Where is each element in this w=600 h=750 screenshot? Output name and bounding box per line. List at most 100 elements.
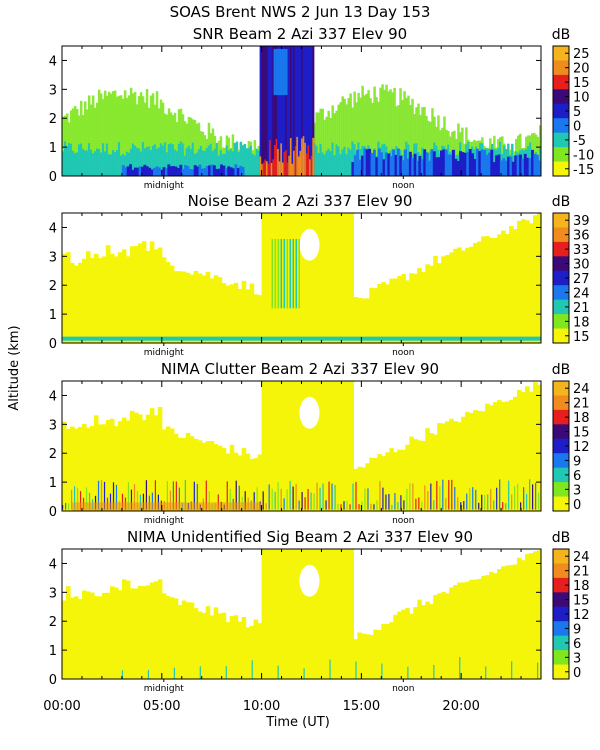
noise-streak bbox=[280, 239, 283, 309]
signal-cell bbox=[169, 597, 175, 679]
signal-cell bbox=[109, 253, 115, 343]
clutter-streak bbox=[523, 487, 525, 510]
signal-cell bbox=[301, 381, 307, 511]
noise-streak bbox=[271, 239, 274, 309]
snr-cell bbox=[169, 143, 173, 176]
snr-cell bbox=[331, 105, 334, 176]
snr-cell bbox=[155, 91, 159, 176]
signal-cell bbox=[77, 262, 83, 343]
snr-cell bbox=[293, 150, 296, 176]
signal-cell bbox=[321, 381, 327, 511]
clutter-streak bbox=[505, 503, 507, 510]
signal-cell bbox=[181, 271, 187, 343]
signal-cell bbox=[101, 256, 107, 343]
signal-streak bbox=[537, 662, 539, 679]
snr-cell bbox=[339, 154, 342, 176]
clutter-streak bbox=[466, 493, 468, 510]
snr-cell bbox=[133, 92, 137, 176]
signal-cell bbox=[493, 573, 498, 679]
snr-cell bbox=[353, 155, 357, 176]
snr-cell bbox=[181, 168, 185, 176]
signal-cell bbox=[77, 599, 83, 679]
snr-cell bbox=[471, 153, 475, 176]
signal-cell bbox=[449, 587, 454, 679]
signal-cell bbox=[537, 213, 541, 343]
snr-cell bbox=[113, 90, 117, 176]
colorbar-label: 9 bbox=[573, 454, 581, 469]
clutter-streak bbox=[376, 500, 378, 510]
signal-cell bbox=[185, 272, 191, 343]
signal-cell bbox=[321, 213, 327, 343]
snr-cell bbox=[487, 152, 491, 176]
snr-cell bbox=[437, 157, 441, 176]
colorbar-label: 5 bbox=[573, 105, 581, 120]
snr-cell bbox=[329, 151, 332, 176]
snr-cell bbox=[405, 97, 408, 176]
signal-cell bbox=[93, 253, 99, 343]
clutter-streak bbox=[403, 500, 405, 510]
snr-cell bbox=[137, 96, 141, 176]
snr-cell bbox=[259, 46, 262, 176]
signal-cell bbox=[465, 411, 470, 511]
signal-cell bbox=[289, 549, 295, 679]
snr-cell bbox=[203, 168, 207, 176]
snr-cell bbox=[153, 104, 157, 176]
noon-label: noon bbox=[392, 181, 414, 191]
snr-cell bbox=[368, 148, 372, 176]
signal-cell bbox=[469, 412, 474, 511]
snr-cell bbox=[205, 165, 209, 176]
signal-cell bbox=[201, 275, 207, 343]
snr-cell bbox=[229, 148, 233, 176]
snr-cell bbox=[138, 166, 142, 176]
snr-cell bbox=[174, 166, 178, 176]
snr-cell bbox=[219, 150, 223, 176]
signal-cell bbox=[509, 399, 514, 511]
clutter-streak bbox=[535, 482, 537, 510]
snr-cell bbox=[176, 167, 180, 176]
snr-cell bbox=[267, 163, 270, 176]
colorbar-label: 15 bbox=[573, 76, 590, 91]
snr-cell bbox=[507, 156, 510, 176]
snr-cell bbox=[125, 98, 129, 176]
signal-cell bbox=[333, 549, 339, 679]
snr-cell bbox=[167, 144, 171, 176]
clutter-streak bbox=[325, 500, 327, 510]
snr-cell bbox=[389, 89, 392, 176]
signal-cell bbox=[529, 391, 534, 511]
signal-cell bbox=[81, 258, 87, 343]
snr-cell bbox=[302, 136, 305, 176]
signal-cell bbox=[161, 429, 167, 511]
snr-cell bbox=[280, 46, 283, 176]
signal-cell bbox=[485, 575, 490, 679]
snr-cell bbox=[391, 92, 394, 176]
clutter-streak bbox=[430, 483, 432, 510]
snr-cell bbox=[153, 144, 157, 176]
snr-cell bbox=[356, 149, 360, 176]
clutter-streak bbox=[97, 480, 100, 510]
signal-cell bbox=[81, 423, 87, 511]
signal-cell bbox=[345, 381, 350, 511]
signal-cell bbox=[245, 627, 251, 679]
signal-cell bbox=[457, 582, 462, 679]
snr-cell bbox=[131, 143, 135, 176]
clutter-streak bbox=[421, 501, 423, 510]
snr-cell bbox=[377, 101, 380, 176]
snr-cell bbox=[347, 98, 350, 176]
snr-cell bbox=[293, 46, 296, 176]
signal-cell bbox=[117, 252, 123, 343]
snr-cell bbox=[81, 115, 85, 176]
snr-cell bbox=[475, 148, 479, 176]
clutter-streak bbox=[337, 504, 339, 510]
snr-cell bbox=[497, 154, 501, 176]
signal-cell bbox=[261, 381, 267, 511]
signal-cell bbox=[157, 247, 163, 343]
snr-cell bbox=[315, 112, 318, 176]
signal-cell bbox=[357, 297, 362, 343]
snr-cell bbox=[262, 46, 265, 176]
snr-cell bbox=[69, 143, 73, 176]
snr-cell bbox=[406, 158, 410, 176]
clutter-streak bbox=[271, 488, 273, 510]
signal-cell bbox=[313, 213, 319, 343]
snr-cell bbox=[115, 149, 119, 176]
colorbar-swatch bbox=[553, 118, 569, 134]
